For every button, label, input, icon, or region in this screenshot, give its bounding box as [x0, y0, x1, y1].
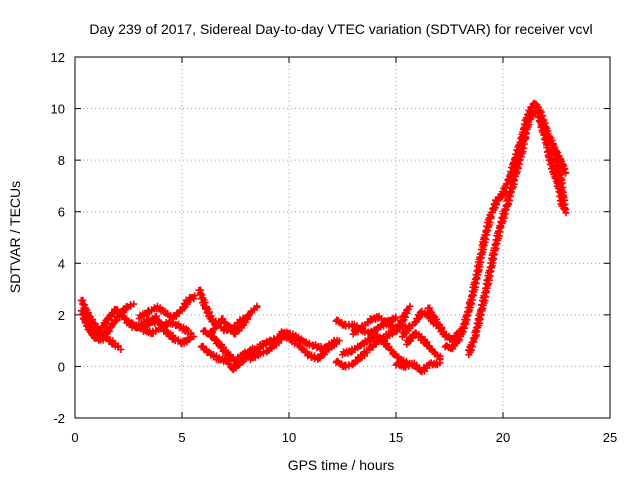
y-tick-label: 4	[58, 256, 65, 271]
y-tick-label: 8	[58, 153, 65, 168]
data-series	[392, 359, 444, 376]
x-tick-label: 5	[178, 430, 185, 445]
y-tick-label: 6	[58, 205, 65, 220]
data-points-path	[465, 107, 567, 359]
x-tick-label: 25	[603, 430, 617, 445]
data-series	[465, 107, 567, 359]
chart-title: Day 239 of 2017, Sidereal Day-to-day VTE…	[89, 21, 592, 37]
data-points-path	[349, 302, 414, 338]
y-tick-label: 10	[51, 102, 65, 117]
data-points-path	[548, 147, 570, 217]
y-tick-label: 2	[58, 308, 65, 323]
y-axis-label: SDTVAR / TECUs	[7, 181, 23, 293]
data-series	[339, 331, 414, 369]
data-points-path	[276, 328, 343, 353]
y-tick-label: 12	[51, 50, 65, 65]
data-series	[140, 318, 198, 341]
data-points-path	[392, 359, 444, 376]
data-points-path	[135, 292, 199, 323]
y-tick-label: -2	[53, 411, 65, 426]
data-series	[135, 292, 199, 323]
x-tick-label: 15	[389, 430, 403, 445]
data-points-path	[140, 318, 198, 341]
y-tick-label: 0	[58, 359, 65, 374]
x-axis-label: GPS time / hours	[288, 457, 395, 473]
data-points-path	[339, 331, 414, 369]
x-tick-label: 0	[71, 430, 78, 445]
data-series	[276, 328, 343, 353]
data-series	[441, 99, 570, 353]
data-points-path	[403, 329, 444, 363]
data-points	[77, 99, 570, 376]
data-series	[349, 302, 414, 338]
tick-labels: 0 5 10 15 20 25 -2 0 2 4 6 8 10 12	[51, 50, 618, 445]
x-tick-label: 20	[496, 430, 510, 445]
x-tick-label: 10	[282, 430, 296, 445]
data-series	[403, 329, 444, 363]
data-points-path	[441, 99, 570, 353]
plot-frame	[74, 56, 611, 419]
grid-lines	[75, 57, 610, 418]
data-series	[548, 147, 570, 217]
